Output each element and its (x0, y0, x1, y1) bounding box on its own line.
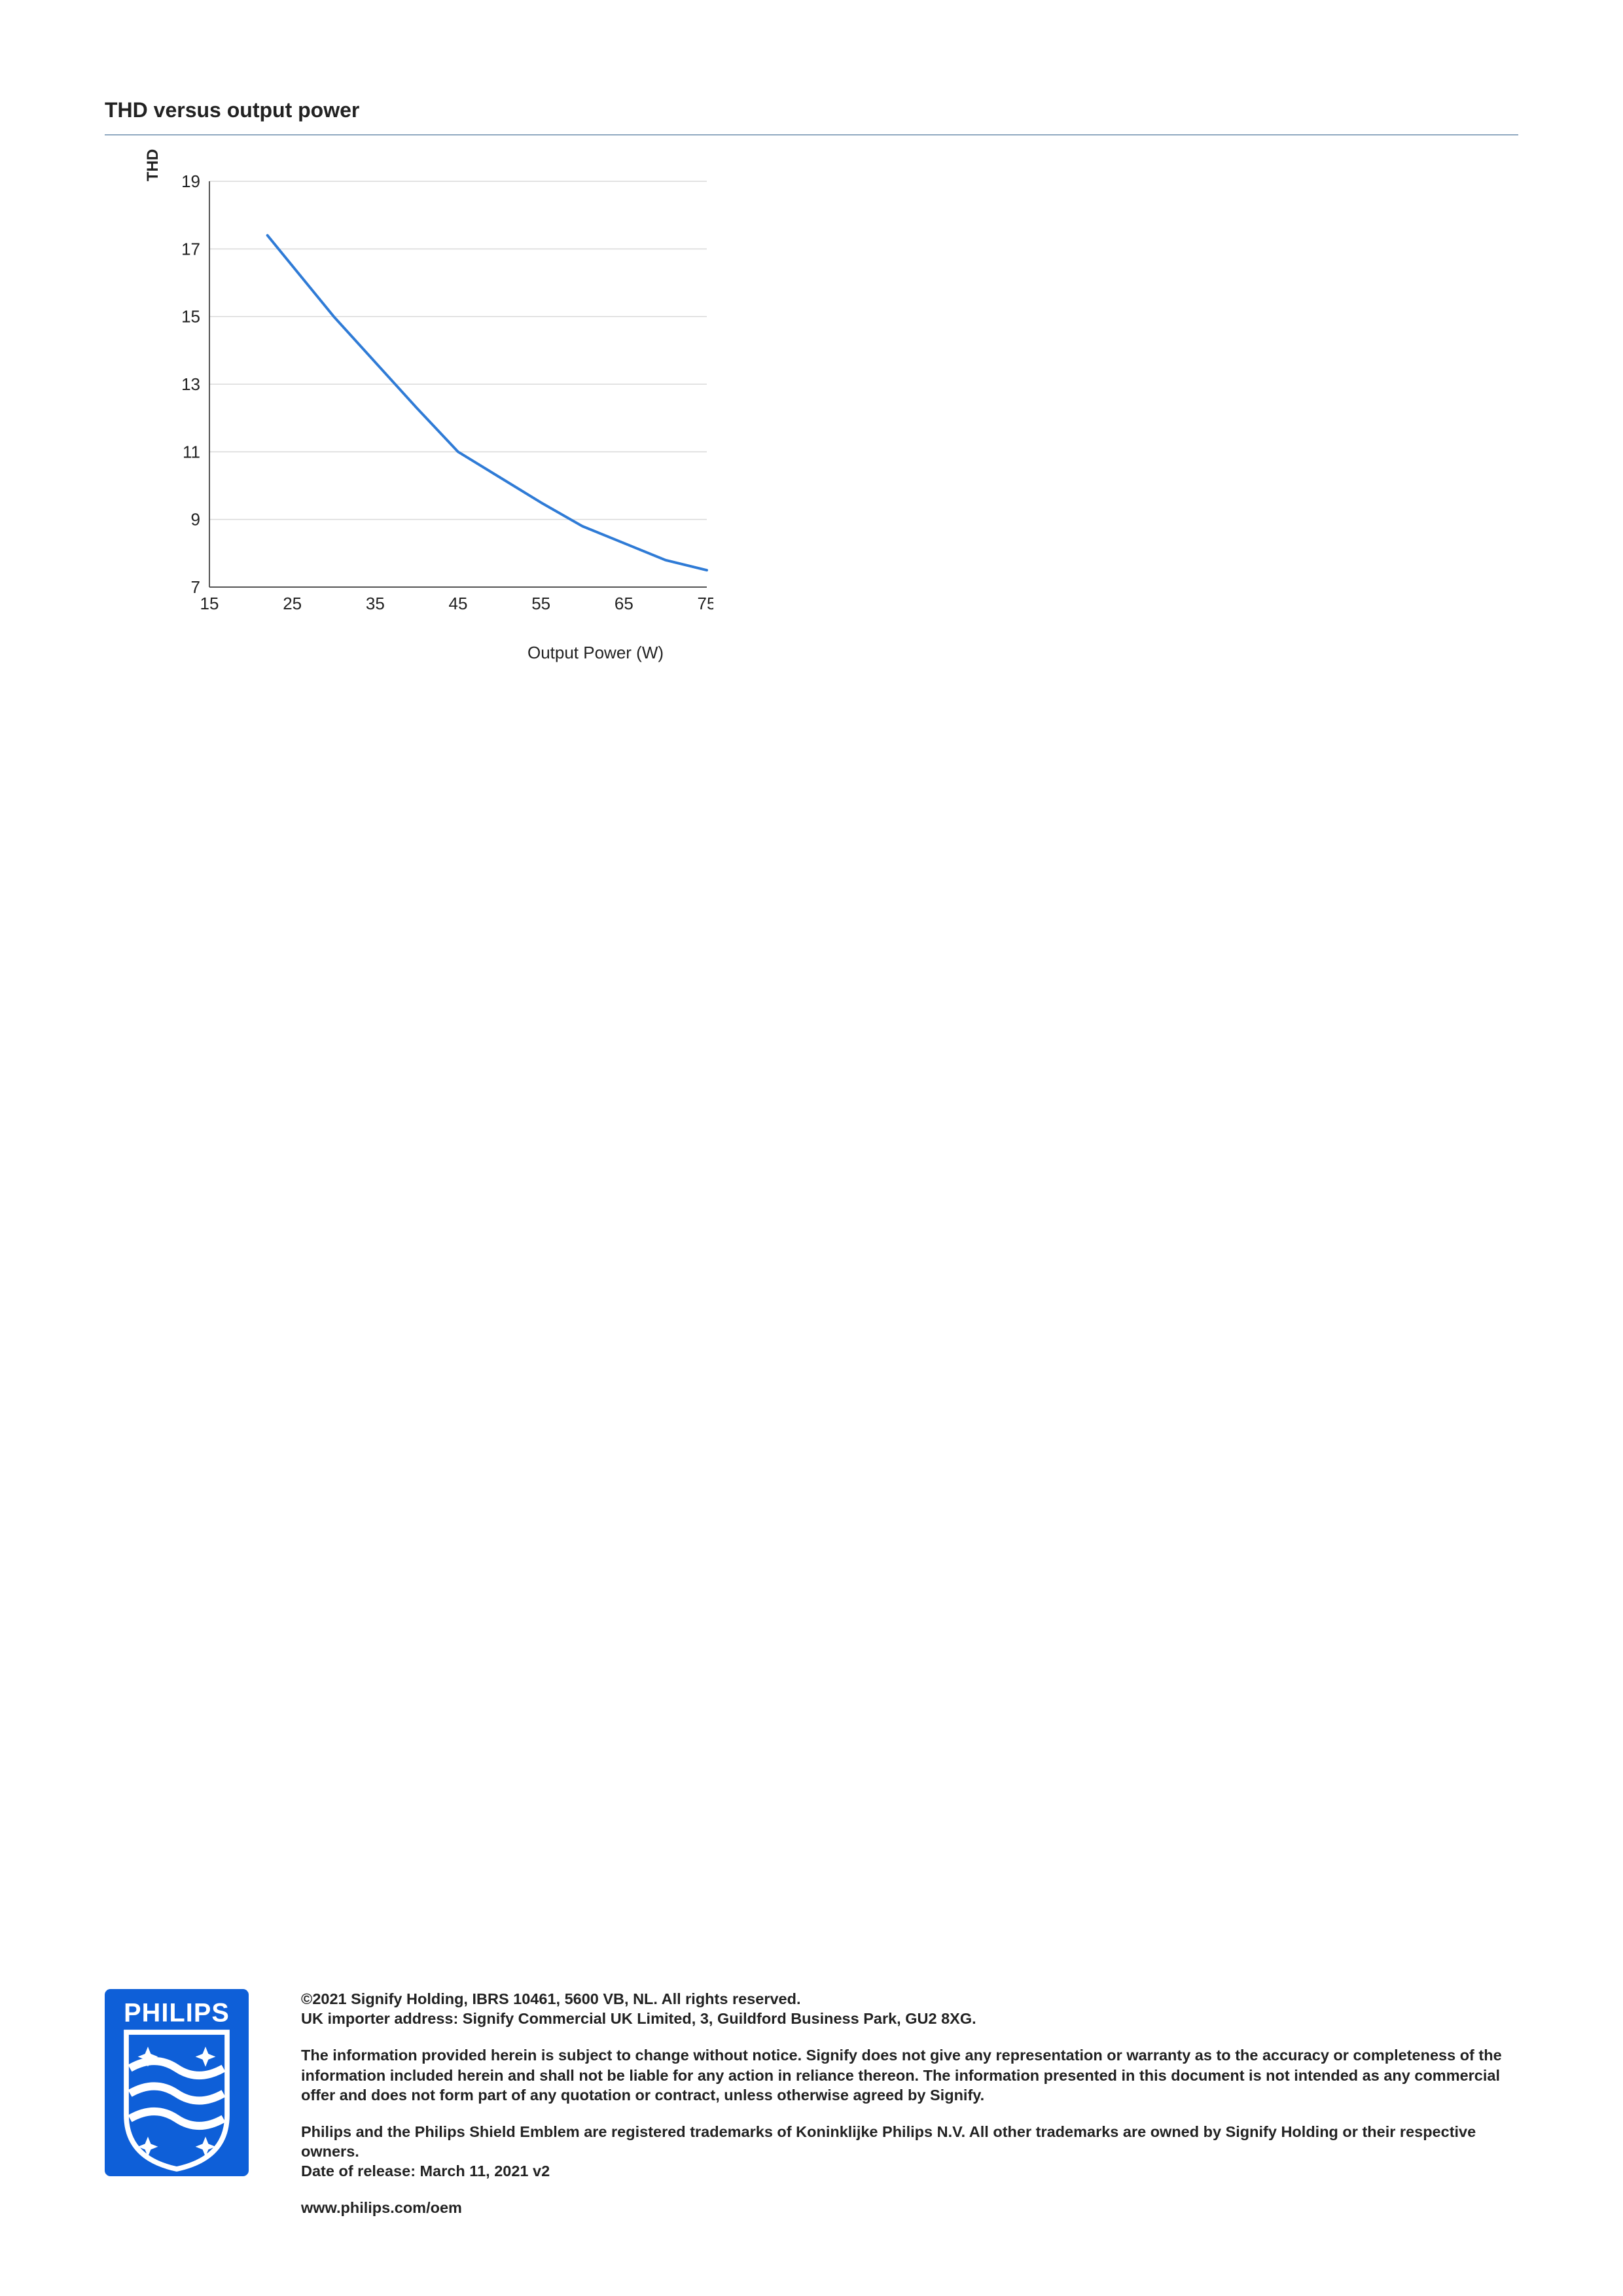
svg-text:25: 25 (283, 594, 302, 613)
svg-text:75: 75 (698, 594, 713, 613)
svg-text:13: 13 (181, 374, 200, 394)
footer: PHILIPS ©2021 Signify Holding, IBRS 1046… (105, 1989, 1518, 2217)
svg-text:35: 35 (366, 594, 385, 613)
svg-text:15: 15 (181, 307, 200, 327)
page-title: THD versus output power (105, 98, 1518, 122)
footer-copyright: ©2021 Signify Holding, IBRS 10461, 5600 … (301, 1989, 1518, 2009)
svg-text:17: 17 (181, 239, 200, 259)
thd-chart: THD 79111315171915253545556575 Output Po… (164, 175, 740, 663)
title-rule (105, 134, 1518, 135)
svg-text:7: 7 (191, 577, 200, 597)
footer-trademark: Philips and the Philips Shield Emblem ar… (301, 2122, 1518, 2161)
svg-text:9: 9 (191, 510, 200, 529)
footer-disclaimer: The information provided herein is subje… (301, 2045, 1518, 2104)
footer-release: Date of release: March 11, 2021 v2 (301, 2161, 1518, 2181)
svg-text:55: 55 (531, 594, 550, 613)
svg-text:45: 45 (449, 594, 468, 613)
svg-text:11: 11 (183, 442, 200, 461)
svg-text:19: 19 (181, 175, 200, 191)
logo-text: PHILIPS (124, 1999, 230, 2028)
svg-text:15: 15 (200, 594, 219, 613)
footer-uk-importer: UK importer address: Signify Commercial … (301, 2009, 1518, 2028)
footer-url: www.philips.com/oem (301, 2198, 1518, 2217)
y-axis-label: THD (144, 149, 162, 181)
x-axis-label: Output Power (W) (452, 643, 740, 663)
footer-text: ©2021 Signify Holding, IBRS 10461, 5600 … (301, 1989, 1518, 2217)
svg-text:65: 65 (615, 594, 633, 613)
philips-logo: PHILIPS (105, 1989, 249, 2179)
chart-svg: 7 9 11 13 15 17 19 15 25 35 45 55 65 75 (164, 175, 713, 620)
